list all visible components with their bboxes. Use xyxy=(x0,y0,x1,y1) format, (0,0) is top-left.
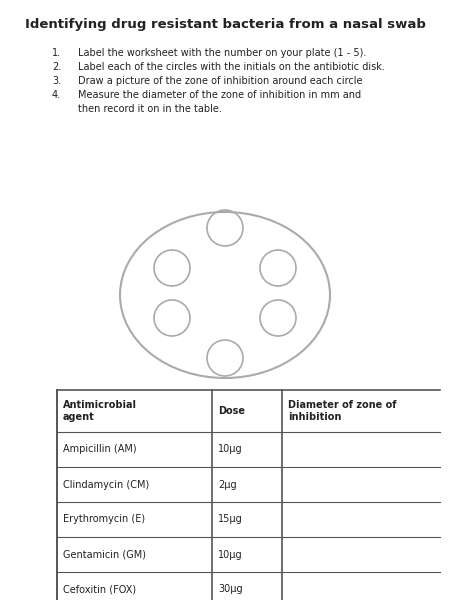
Text: 2μg: 2μg xyxy=(218,479,237,490)
Text: 1.: 1. xyxy=(52,48,61,58)
Text: Measure the diameter of the zone of inhibition in mm and: Measure the diameter of the zone of inhi… xyxy=(78,90,361,100)
Text: Antimicrobial
agent: Antimicrobial agent xyxy=(63,400,137,422)
Text: Dose: Dose xyxy=(218,406,245,416)
Text: 10μg: 10μg xyxy=(218,550,243,559)
Text: 2.: 2. xyxy=(52,62,61,72)
Text: Diameter of zone of
inhibition: Diameter of zone of inhibition xyxy=(288,400,396,422)
Text: Draw a picture of the zone of inhibition around each circle: Draw a picture of the zone of inhibition… xyxy=(78,76,363,86)
Text: Ampicillin (AM): Ampicillin (AM) xyxy=(63,445,137,455)
Text: Identifying drug resistant bacteria from a nasal swab: Identifying drug resistant bacteria from… xyxy=(25,18,425,31)
Text: 30μg: 30μg xyxy=(218,584,243,595)
Text: Gentamicin (GM): Gentamicin (GM) xyxy=(63,550,146,559)
Text: Clindamycin (CM): Clindamycin (CM) xyxy=(63,479,149,490)
Text: Erythromycin (E): Erythromycin (E) xyxy=(63,514,145,524)
Text: 10μg: 10μg xyxy=(218,445,243,455)
Text: Cefoxitin (FOX): Cefoxitin (FOX) xyxy=(63,584,136,595)
Text: 3.: 3. xyxy=(52,76,61,86)
Text: then record it on in the table.: then record it on in the table. xyxy=(78,104,222,114)
Text: 4.: 4. xyxy=(52,90,61,100)
Text: Label each of the circles with the initials on the antibiotic disk.: Label each of the circles with the initi… xyxy=(78,62,385,72)
Text: 15μg: 15μg xyxy=(218,514,243,524)
Text: Label the worksheet with the number on your plate (1 - 5).: Label the worksheet with the number on y… xyxy=(78,48,366,58)
